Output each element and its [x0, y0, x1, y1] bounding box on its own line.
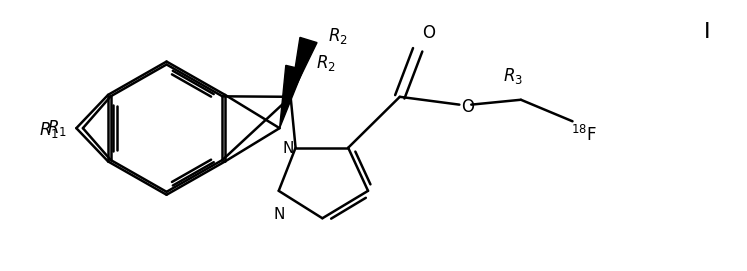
Text: N: N: [273, 207, 285, 221]
Text: $R_1$: $R_1$: [39, 120, 58, 140]
Polygon shape: [279, 65, 303, 128]
Text: $^{18}$F: $^{18}$F: [571, 125, 597, 145]
Text: I: I: [704, 22, 710, 42]
Text: O: O: [421, 24, 435, 42]
Text: $R_1$: $R_1$: [47, 118, 67, 138]
Polygon shape: [291, 37, 317, 97]
Text: $R_3$: $R_3$: [503, 66, 523, 86]
Text: $R_2$: $R_2$: [316, 53, 336, 73]
Text: N: N: [282, 141, 294, 156]
Text: O: O: [462, 98, 474, 116]
Text: $R_2$: $R_2$: [329, 26, 348, 46]
